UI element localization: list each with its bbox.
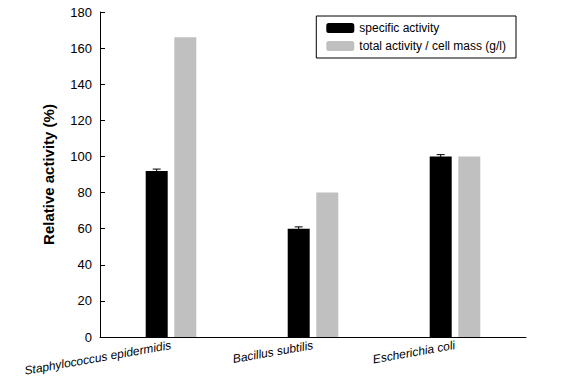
svg-text:Relative activity (%): Relative activity (%) — [40, 104, 57, 245]
svg-text:0: 0 — [85, 330, 92, 345]
svg-text:180: 180 — [70, 5, 92, 20]
svg-text:Bacillus subtilis: Bacillus subtilis — [232, 338, 315, 366]
svg-text:100: 100 — [70, 149, 92, 164]
svg-text:160: 160 — [70, 41, 92, 56]
svg-text:Staphylococcus epidermidis: Staphylococcus epidermidis — [23, 338, 172, 378]
svg-text:specific activity: specific activity — [359, 21, 439, 35]
svg-text:total activity / cell mass (g/: total activity / cell mass (g/l) — [359, 39, 506, 53]
svg-text:140: 140 — [70, 77, 92, 92]
svg-text:Escherichia coli: Escherichia coli — [372, 338, 457, 366]
svg-text:40: 40 — [78, 257, 92, 272]
svg-text:120: 120 — [70, 113, 92, 128]
svg-text:80: 80 — [78, 185, 92, 200]
svg-text:20: 20 — [78, 293, 92, 308]
svg-text:60: 60 — [78, 221, 92, 236]
